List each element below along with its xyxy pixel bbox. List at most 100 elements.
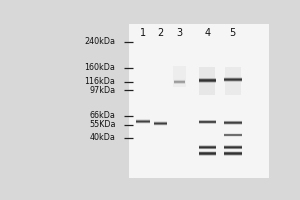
Bar xyxy=(199,122,216,123)
Bar xyxy=(199,152,216,153)
Bar xyxy=(199,78,216,79)
Bar xyxy=(173,83,185,84)
Bar xyxy=(199,81,216,82)
Bar xyxy=(224,122,242,123)
Bar xyxy=(136,121,150,122)
Bar xyxy=(154,122,167,123)
Bar xyxy=(224,151,242,152)
Bar xyxy=(224,136,242,137)
Bar xyxy=(224,151,242,152)
Bar xyxy=(154,122,167,123)
FancyBboxPatch shape xyxy=(129,24,269,178)
Bar xyxy=(224,135,242,136)
Bar xyxy=(224,153,242,154)
Bar xyxy=(199,154,216,155)
Bar xyxy=(154,124,167,125)
Bar xyxy=(199,146,216,147)
Bar xyxy=(199,80,216,81)
Bar xyxy=(173,83,185,84)
Bar xyxy=(224,81,242,82)
Bar xyxy=(199,122,216,123)
Bar xyxy=(154,123,167,124)
Bar xyxy=(224,145,242,146)
Bar xyxy=(199,148,216,149)
Bar xyxy=(199,153,216,154)
Bar xyxy=(199,147,216,148)
Bar xyxy=(154,125,167,126)
Bar xyxy=(199,153,216,154)
Bar xyxy=(173,80,185,81)
Bar xyxy=(199,67,215,95)
Bar xyxy=(225,67,241,95)
Bar xyxy=(136,119,150,120)
Bar xyxy=(224,121,242,122)
Text: 3: 3 xyxy=(176,28,182,38)
Bar xyxy=(224,122,242,123)
Bar xyxy=(199,121,216,122)
Bar xyxy=(199,149,216,150)
Text: 66kDa: 66kDa xyxy=(89,111,116,120)
Bar xyxy=(136,120,150,121)
Bar xyxy=(224,135,242,136)
Text: 2: 2 xyxy=(158,28,164,38)
Bar xyxy=(224,147,242,148)
Bar xyxy=(199,155,216,156)
Bar xyxy=(136,120,150,121)
Bar xyxy=(199,121,216,122)
Bar xyxy=(199,81,216,82)
Bar xyxy=(173,80,185,81)
Bar xyxy=(224,77,242,78)
Bar xyxy=(224,121,242,122)
Bar xyxy=(224,79,242,80)
Bar xyxy=(173,81,185,82)
Bar xyxy=(199,79,216,80)
Bar xyxy=(199,79,216,80)
Bar xyxy=(224,79,242,80)
Text: 240kDa: 240kDa xyxy=(84,37,116,46)
Text: 5: 5 xyxy=(230,28,236,38)
Bar xyxy=(199,148,216,149)
Bar xyxy=(199,146,216,147)
Bar xyxy=(224,155,242,156)
Bar xyxy=(224,152,242,153)
Text: 160kDa: 160kDa xyxy=(85,63,116,72)
Bar xyxy=(173,82,185,83)
Bar xyxy=(224,155,242,156)
Bar xyxy=(199,120,216,121)
Bar xyxy=(199,145,216,146)
Bar xyxy=(136,122,150,123)
Bar xyxy=(224,134,242,135)
Bar xyxy=(224,78,242,79)
Bar xyxy=(224,146,242,147)
Bar xyxy=(154,121,167,122)
Bar xyxy=(173,82,185,83)
Bar xyxy=(199,82,216,83)
Bar xyxy=(224,147,242,148)
Bar xyxy=(199,78,216,79)
Bar xyxy=(224,81,242,82)
Bar xyxy=(199,145,216,146)
Bar xyxy=(173,79,185,80)
Bar xyxy=(173,81,185,82)
Bar xyxy=(224,123,242,124)
Bar xyxy=(154,121,167,122)
Bar xyxy=(224,148,242,149)
Bar xyxy=(154,123,167,124)
Bar xyxy=(224,80,242,81)
Text: 116kDa: 116kDa xyxy=(85,77,116,86)
Bar xyxy=(199,123,216,124)
Bar xyxy=(224,124,242,125)
Bar xyxy=(224,152,242,153)
Bar xyxy=(199,82,216,83)
Bar xyxy=(199,151,216,152)
Bar xyxy=(224,80,242,81)
Text: 4: 4 xyxy=(204,28,210,38)
Bar xyxy=(224,145,242,146)
Bar xyxy=(199,120,216,121)
Bar xyxy=(224,120,242,121)
Bar xyxy=(136,119,150,120)
Bar xyxy=(224,77,242,78)
Bar xyxy=(224,133,242,134)
Text: 97kDa: 97kDa xyxy=(89,86,116,95)
Bar xyxy=(224,149,242,150)
